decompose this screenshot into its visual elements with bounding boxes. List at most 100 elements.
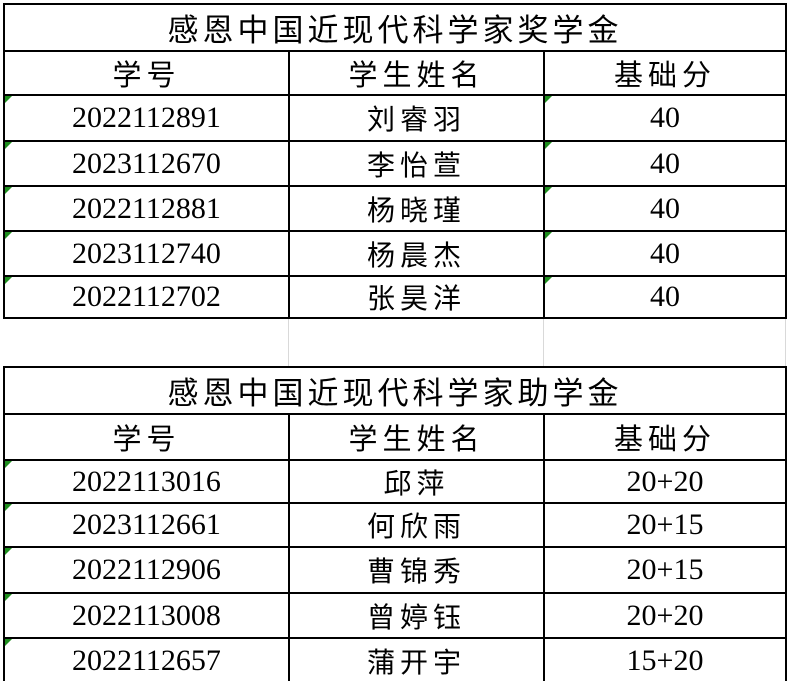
table-row: 2023112670 李怡萱 40	[3, 140, 788, 187]
error-triangle-icon	[546, 233, 552, 239]
student-name-cell[interactable]: 杨晓瑾	[288, 185, 545, 232]
student-id-cell[interactable]: 2022112906	[3, 546, 290, 594]
score-value: 40	[650, 280, 680, 313]
grant-table-title[interactable]: 感恩中国近现代科学家助学金	[2, 366, 788, 415]
score-value: 20+20	[626, 598, 704, 632]
student-name-value: 杨晨杰	[366, 240, 466, 272]
table-row: 学号 学生姓名 基础分	[3, 50, 788, 96]
column-header-base-score[interactable]: 基础分	[542, 413, 788, 461]
student-id-cell[interactable]: 2022112702	[3, 275, 290, 319]
student-name-value: 曾婷钰	[366, 602, 466, 634]
gridline	[785, 319, 786, 366]
student-name-value: 邱萍	[383, 468, 450, 500]
table-row: 2023112740 杨晨杰 40	[3, 230, 788, 277]
table-row: 2022112657 蒲开宇 15+20	[3, 637, 788, 681]
student-name-cell[interactable]: 李怡萱	[288, 140, 545, 187]
student-name-value: 蒲开宇	[366, 648, 466, 679]
error-triangle-icon	[546, 143, 552, 149]
score-cell[interactable]: 40	[542, 230, 788, 277]
error-triangle-icon	[546, 188, 552, 194]
student-name-cell[interactable]: 刘睿羽	[288, 94, 545, 142]
table-row: 2022112702 张昊洋 40	[3, 275, 788, 319]
student-name-cell[interactable]: 曾婷钰	[288, 592, 545, 639]
column-header-base-score[interactable]: 基础分	[542, 50, 788, 96]
error-triangle-icon	[6, 595, 12, 601]
column-header-student-name[interactable]: 学生姓名	[288, 50, 545, 96]
student-id-value: 2023112740	[72, 236, 221, 270]
student-name-cell[interactable]: 杨晨杰	[288, 230, 545, 277]
error-triangle-icon	[546, 278, 552, 284]
table-row: 2022112906 曹锦秀 20+15	[3, 546, 788, 594]
score-value: 40	[650, 236, 680, 270]
error-triangle-icon	[6, 97, 12, 103]
student-id-value: 2023112661	[72, 508, 221, 541]
score-value: 40	[650, 191, 680, 225]
grant-table: 感恩中国近现代科学家助学金 学号 学生姓名 基础分 2022113016 邱萍 …	[2, 366, 788, 681]
scholarship-table: 感恩中国近现代科学家奖学金 学号 学生姓名 基础分 2022112891 刘睿羽…	[2, 3, 788, 319]
student-name-cell[interactable]: 曹锦秀	[288, 546, 545, 594]
score-value: 20+15	[626, 508, 704, 541]
score-value: 15+20	[626, 644, 704, 677]
column-header-student-id[interactable]: 学号	[3, 50, 290, 96]
column-header-student-name[interactable]: 学生姓名	[288, 413, 545, 461]
student-id-cell[interactable]: 2022112891	[3, 94, 290, 142]
student-id-value: 2022113008	[72, 598, 221, 632]
student-name-cell[interactable]: 何欣雨	[288, 502, 545, 548]
table-row: 2022112891 刘睿羽 40	[3, 94, 788, 142]
student-name-cell[interactable]: 邱萍	[288, 459, 545, 504]
student-id-cell[interactable]: 2023112670	[3, 140, 290, 187]
score-cell[interactable]: 40	[542, 185, 788, 232]
student-id-value: 2022112891	[72, 101, 221, 134]
score-cell[interactable]: 20+15	[542, 502, 788, 548]
student-name-cell[interactable]: 张昊洋	[288, 275, 545, 319]
table-row: 2022113016 邱萍 20+20	[3, 459, 788, 504]
error-triangle-icon	[6, 278, 12, 284]
student-id-cell[interactable]: 2022113008	[3, 592, 290, 639]
score-cell[interactable]: 20+15	[542, 546, 788, 594]
score-cell[interactable]: 40	[542, 140, 788, 187]
table-row: 2022113008 曾婷钰 20+20	[3, 592, 788, 639]
student-id-value: 2022112906	[72, 553, 221, 586]
student-id-cell[interactable]: 2023112661	[3, 502, 290, 548]
error-triangle-icon	[6, 233, 12, 239]
student-name-value: 杨晓瑾	[366, 195, 466, 227]
score-cell[interactable]: 15+20	[542, 637, 788, 681]
student-id-cell[interactable]: 2022112881	[3, 185, 290, 232]
student-name-cell[interactable]: 蒲开宇	[288, 637, 545, 681]
error-triangle-icon	[6, 462, 12, 468]
error-triangle-icon	[546, 97, 552, 103]
score-value: 20+15	[626, 553, 704, 586]
table-row: 2023112661 何欣雨 20+15	[3, 502, 788, 548]
scholarship-table-title[interactable]: 感恩中国近现代科学家奖学金	[2, 3, 788, 52]
column-header-student-id[interactable]: 学号	[3, 413, 290, 461]
table-row: 2022112881 杨晓瑾 40	[3, 185, 788, 232]
score-cell[interactable]: 40	[542, 275, 788, 319]
gridline	[543, 319, 544, 366]
student-id-value: 2022113016	[72, 464, 221, 498]
score-cell[interactable]: 40	[542, 94, 788, 142]
table-row: 感恩中国近现代科学家奖学金	[2, 3, 788, 52]
error-triangle-icon	[6, 143, 12, 149]
error-triangle-icon	[6, 505, 12, 511]
student-id-value: 2023112670	[72, 146, 221, 180]
student-id-value: 2022112702	[72, 280, 221, 313]
student-name-value: 何欣雨	[366, 512, 466, 543]
table-row: 学号 学生姓名 基础分	[3, 413, 788, 461]
score-cell[interactable]: 20+20	[542, 459, 788, 504]
table-row: 感恩中国近现代科学家助学金	[2, 366, 788, 415]
score-cell[interactable]: 20+20	[542, 592, 788, 639]
gridline	[288, 319, 289, 366]
student-name-value: 曹锦秀	[366, 557, 466, 588]
score-value: 40	[650, 101, 680, 134]
student-name-value: 张昊洋	[366, 284, 466, 315]
error-triangle-icon	[6, 640, 12, 646]
student-id-value: 2022112657	[72, 644, 221, 677]
score-value: 40	[650, 146, 680, 180]
score-value: 20+20	[626, 464, 704, 498]
empty-spreadsheet-row[interactable]	[0, 319, 788, 366]
student-id-cell[interactable]: 2022112657	[3, 637, 290, 681]
student-name-value: 刘睿羽	[366, 105, 466, 136]
student-id-cell[interactable]: 2022113016	[3, 459, 290, 504]
student-id-cell[interactable]: 2023112740	[3, 230, 290, 277]
